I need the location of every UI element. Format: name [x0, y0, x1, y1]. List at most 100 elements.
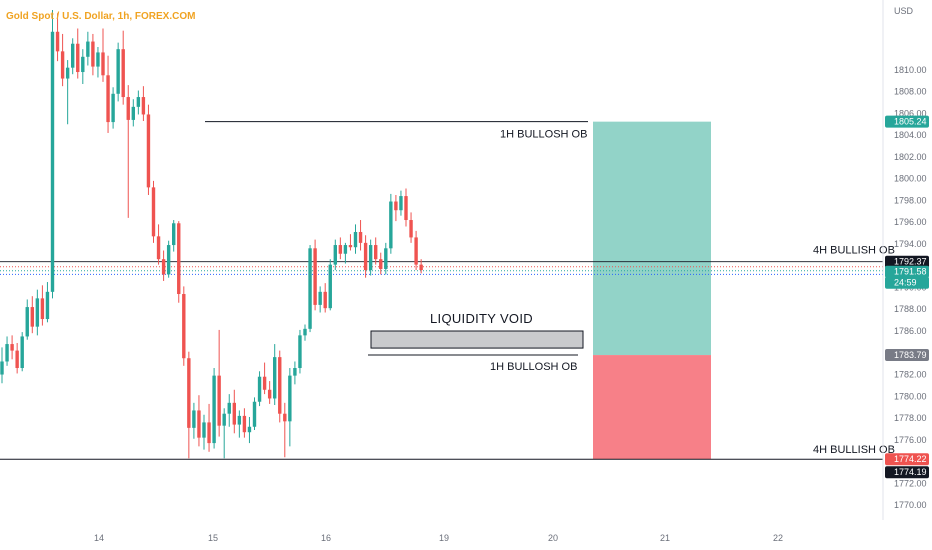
x-tick-label: 14 [94, 533, 104, 543]
price-badge-label: 1783.79 [894, 350, 927, 360]
price-badge-label: 1792.37 [894, 257, 927, 267]
candle-body [247, 426, 252, 433]
x-tick-label: 20 [548, 533, 558, 543]
y-tick-label: 1788.00 [894, 304, 927, 314]
price-badge [885, 265, 929, 278]
annotations: LIQUIDITY VOID 1H BULLOSH OB 1H BULLOSH OB… [370, 129, 895, 456]
candle-body [283, 413, 287, 422]
candle-body [338, 245, 343, 254]
candle-body [111, 93, 115, 123]
horizontal-levels [0, 121, 883, 460]
candle-body [161, 259, 166, 275]
y-tick-label: 1786.00 [894, 326, 927, 336]
y-tick-label: 1808.00 [894, 87, 927, 97]
candle-body [30, 307, 34, 327]
candle-body [404, 196, 408, 221]
y-tick-label: 1794.00 [894, 239, 927, 249]
y-tick-label: 1804.00 [894, 130, 927, 140]
price-badge-label: 1805.24 [894, 117, 927, 127]
liquidity-void-label: LIQUIDITY VOID [430, 311, 533, 326]
candle-body [267, 389, 272, 399]
candle-body [5, 344, 9, 362]
y-tick-label: 1772.00 [894, 478, 927, 488]
candle-body [257, 376, 262, 402]
candle-body [45, 291, 50, 320]
candle-body [328, 264, 332, 309]
candle-body [343, 245, 348, 254]
candle-body [348, 245, 353, 248]
candle-body [86, 41, 90, 57]
y-tick-label: 1776.00 [894, 435, 927, 445]
x-tick-label: 19 [439, 533, 449, 543]
y-tick-label: 1806.00 [894, 108, 927, 118]
price-badge [885, 453, 929, 466]
position-zones [593, 121, 711, 460]
time-axis[interactable]: 14 15 16 19 20 21 22 [94, 533, 783, 543]
y-tick-label: 1802.00 [894, 152, 927, 162]
candle-body [126, 97, 130, 120]
candle-body [368, 245, 373, 271]
candle-body [76, 43, 80, 73]
candle-body [55, 31, 60, 52]
candle-body [389, 201, 393, 249]
candle-body [71, 43, 75, 68]
candle-body [197, 410, 201, 438]
price-badge [885, 255, 929, 268]
candle-body [242, 415, 247, 433]
label-1h-bullish-ob-upper: 1H BULLOSH OB [500, 129, 587, 141]
candle-body [15, 350, 19, 369]
liquidity-void-box [370, 330, 584, 349]
candle-body [0, 361, 4, 375]
candle-body [35, 298, 40, 327]
candle-body [232, 402, 236, 425]
candle-body [363, 242, 368, 271]
candle-body [419, 264, 423, 271]
candle-body [60, 51, 65, 79]
candle-body [101, 52, 105, 76]
candle-body [293, 368, 297, 376]
candle-body [217, 375, 221, 426]
candle-body [136, 97, 141, 107]
price-badge-label: 1791.58 [894, 267, 927, 277]
candle-body [141, 97, 146, 115]
price-badge [885, 115, 929, 128]
candle-body [151, 187, 156, 237]
candle-body [323, 291, 327, 309]
candle-body [298, 335, 302, 369]
candle-body [10, 344, 14, 351]
candle-body [212, 375, 216, 444]
candle-body [414, 237, 418, 265]
candle-body [237, 415, 242, 425]
candle-body [353, 231, 358, 248]
label-1h-bullish-ob-lower: 1H BULLOSH OB [490, 361, 577, 373]
price-badge-label: 1774.19 [894, 467, 927, 477]
candle-body [303, 328, 307, 336]
candle-body [262, 376, 267, 390]
candle-body [146, 114, 151, 188]
price-badge-label: 1774.22 [894, 454, 927, 464]
candle-body [313, 248, 317, 305]
candle-body [106, 75, 110, 123]
candle-body [121, 49, 125, 98]
candle-body [333, 245, 337, 265]
y-tick-label: 1798.00 [894, 195, 927, 205]
y-tick-label: 1796.00 [894, 217, 927, 227]
y-tick-label: 1770.00 [894, 500, 927, 510]
candle-body [374, 245, 378, 260]
price-badge [885, 349, 929, 362]
candle-body [409, 220, 413, 238]
candle-body [96, 52, 100, 67]
y-tick-label: 1810.00 [894, 65, 927, 75]
candle-body [40, 298, 45, 320]
candle-body [399, 196, 403, 211]
candle-body [207, 422, 211, 444]
candle-body [379, 259, 383, 269]
candle-body [288, 375, 292, 422]
candle-body [131, 106, 135, 120]
candle-body [81, 56, 85, 73]
candle-body [227, 402, 231, 414]
candle-body [318, 291, 322, 305]
label-4h-bullish-ob-upper: 4H BULLISH OB [813, 245, 895, 257]
